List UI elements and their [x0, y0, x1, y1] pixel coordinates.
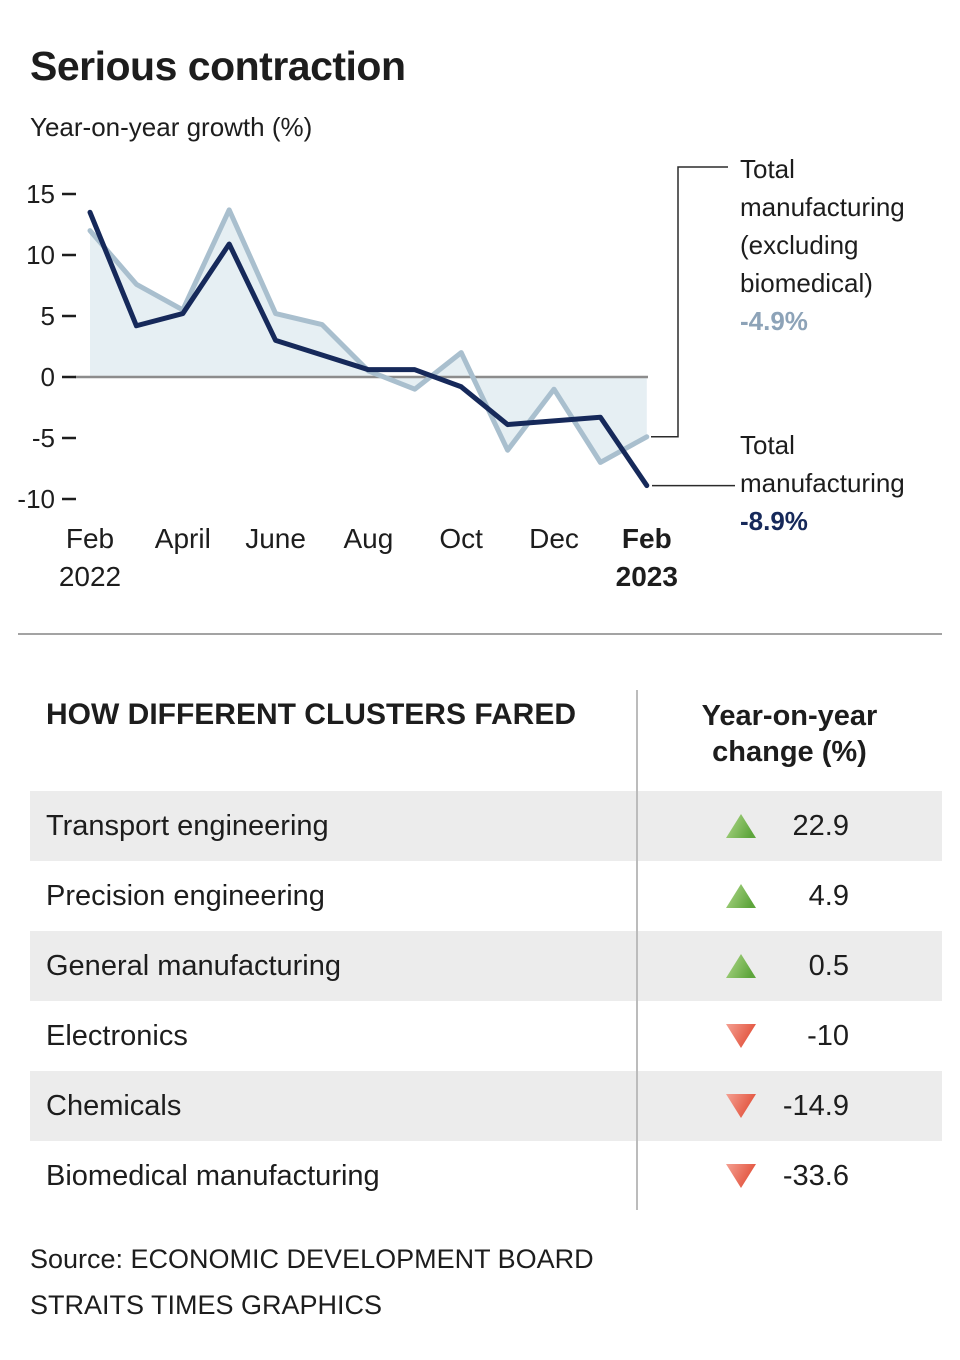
- series-label: Total manufacturing (excluding biomedica…: [740, 154, 905, 298]
- up-triangle-icon: [726, 884, 756, 908]
- svg-text:2023: 2023: [616, 561, 678, 592]
- cluster-name: Biomedical manufacturing: [46, 1159, 380, 1192]
- source-line: STRAITS TIMES GRAPHICS: [30, 1290, 383, 1320]
- svg-text:Feb: Feb: [66, 523, 114, 554]
- change-value: 0.5: [808, 949, 849, 982]
- cluster-name: Precision engineering: [46, 879, 325, 912]
- column-divider: [636, 690, 638, 1210]
- svg-text:Aug: Aug: [343, 523, 393, 554]
- table-row: Chemicals -14.9: [30, 1071, 942, 1141]
- cluster-name: Chemicals: [46, 1089, 182, 1122]
- svg-text:2022: 2022: [59, 561, 121, 592]
- svg-text:-10: -10: [17, 484, 55, 514]
- table-body: Transport engineering 22.9 Precision engin…: [30, 791, 942, 1211]
- series-final-value: -4.9%: [740, 306, 808, 336]
- change-value: -14.9: [782, 1089, 849, 1122]
- svg-text:15: 15: [26, 179, 55, 209]
- svg-text:June: June: [245, 523, 306, 554]
- annotation-total-manufacturing: Total manufacturing -8.9%: [740, 426, 952, 540]
- svg-text:5: 5: [41, 301, 55, 331]
- svg-text:10: 10: [26, 240, 55, 270]
- y-axis-label: Year-on-year growth (%): [30, 112, 313, 142]
- table-row: Biomedical manufacturing -33.6: [30, 1141, 942, 1211]
- down-triangle-icon: [726, 1024, 756, 1048]
- up-triangle-icon: [726, 954, 756, 978]
- svg-text:Oct: Oct: [439, 523, 483, 554]
- table-row: General manufacturing 0.5: [30, 931, 942, 1001]
- source-credit: Source: ECONOMIC DEVELOPMENT BOARD STRAI…: [30, 1236, 594, 1328]
- series-label: Total manufacturing: [740, 430, 905, 498]
- svg-text:-5: -5: [32, 423, 55, 453]
- line-chart: 15 10 5 0 -5 -10 Feb 2022 April June Aug Oct Dec Feb 2…: [17, 166, 735, 592]
- up-triangle-icon: [726, 814, 756, 838]
- cluster-name: Transport engineering: [46, 809, 329, 842]
- table-header-row: HOW DIFFERENT CLUSTERS FARED Year-on-yea…: [30, 688, 942, 791]
- svg-text:Dec: Dec: [529, 523, 579, 554]
- page-title: Serious contraction: [30, 43, 406, 90]
- change-value: 22.9: [792, 809, 849, 842]
- svg-text:April: April: [155, 523, 211, 554]
- clusters-table: HOW DIFFERENT CLUSTERS FARED Year-on-yea…: [30, 688, 942, 1211]
- table-row: Transport engineering 22.9: [30, 791, 942, 861]
- annotation-total-excl-biomedical: Total manufacturing (excluding biomedica…: [740, 150, 952, 340]
- table-header-left: HOW DIFFERENT CLUSTERS FARED: [46, 698, 576, 731]
- source-line: Source: ECONOMIC DEVELOPMENT BOARD: [30, 1244, 594, 1274]
- table-header-right: Year-on-year change (%): [701, 700, 878, 768]
- cluster-name: Electronics: [46, 1019, 188, 1052]
- change-value: -10: [807, 1019, 849, 1052]
- section-divider: [18, 633, 942, 635]
- table-row: Precision engineering 4.9: [30, 861, 942, 931]
- change-value: 4.9: [808, 879, 849, 912]
- cluster-name: General manufacturing: [46, 949, 341, 982]
- series-final-value: -8.9%: [740, 506, 808, 536]
- table-row: Electronics -10: [30, 1001, 942, 1071]
- down-triangle-icon: [726, 1164, 756, 1188]
- down-triangle-icon: [726, 1094, 756, 1118]
- svg-text:0: 0: [41, 362, 55, 392]
- svg-text:Feb: Feb: [622, 523, 672, 554]
- change-value: -33.6: [782, 1159, 849, 1192]
